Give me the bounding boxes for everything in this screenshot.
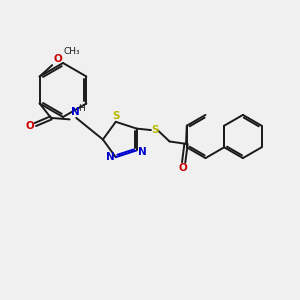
Text: O: O xyxy=(54,54,62,64)
Text: S: S xyxy=(112,111,119,122)
Text: N: N xyxy=(138,147,146,157)
Text: N: N xyxy=(106,152,115,162)
Text: H: H xyxy=(79,104,86,113)
Text: O: O xyxy=(179,163,188,173)
Text: N: N xyxy=(70,107,79,117)
Text: O: O xyxy=(26,121,34,131)
Text: S: S xyxy=(152,125,159,135)
Text: CH₃: CH₃ xyxy=(64,47,80,56)
